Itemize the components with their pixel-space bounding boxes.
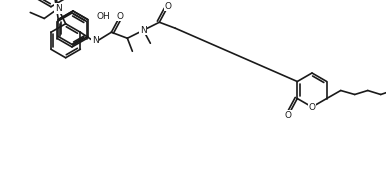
- Text: N: N: [140, 26, 147, 35]
- Text: N: N: [55, 4, 62, 13]
- Text: O: O: [285, 111, 292, 120]
- Text: O: O: [117, 12, 124, 21]
- Text: O: O: [308, 102, 315, 112]
- Text: O: O: [165, 2, 172, 11]
- Text: OH: OH: [96, 12, 110, 21]
- Text: O: O: [308, 102, 315, 112]
- Text: O: O: [285, 111, 292, 120]
- Text: N: N: [92, 36, 99, 45]
- Text: N: N: [92, 36, 99, 45]
- Text: N: N: [140, 26, 147, 35]
- Text: N: N: [55, 4, 62, 13]
